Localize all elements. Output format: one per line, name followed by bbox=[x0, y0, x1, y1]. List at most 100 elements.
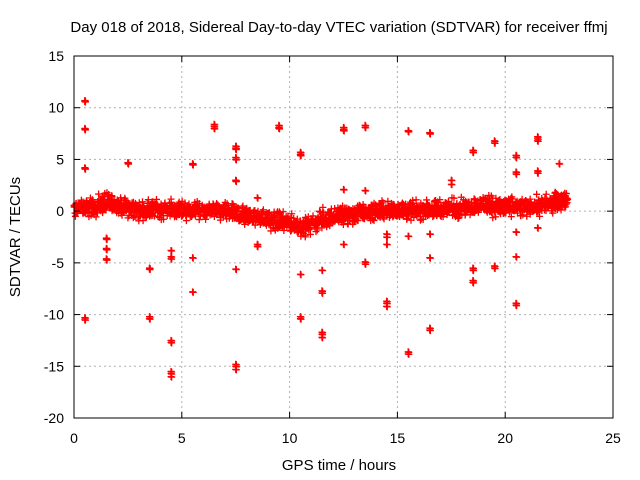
data-point bbox=[297, 271, 305, 279]
y-tick-label: -20 bbox=[44, 410, 64, 426]
data-point bbox=[470, 195, 478, 203]
data-point bbox=[412, 196, 420, 204]
y-axis-label: SDTVAR / TECUs bbox=[7, 177, 24, 297]
data-point bbox=[549, 209, 557, 217]
x-axis-ticks: 0 5 10 15 20 25 bbox=[70, 56, 621, 446]
plot-frame bbox=[73, 55, 614, 419]
data-point bbox=[426, 254, 434, 262]
data-point bbox=[152, 195, 160, 203]
x-tick-label: 15 bbox=[390, 430, 406, 446]
data-point bbox=[254, 243, 262, 251]
data-point bbox=[556, 160, 564, 168]
data-point bbox=[534, 137, 542, 145]
data-point bbox=[405, 232, 413, 240]
data-point bbox=[340, 127, 348, 135]
data-point bbox=[448, 181, 456, 189]
data-point bbox=[103, 246, 111, 254]
data-point bbox=[491, 265, 499, 273]
data-point bbox=[526, 195, 534, 203]
data-point bbox=[81, 165, 89, 173]
data-point bbox=[168, 255, 176, 263]
data-point bbox=[202, 215, 210, 223]
data-point bbox=[259, 206, 267, 214]
data-point bbox=[319, 203, 327, 211]
data-point bbox=[492, 213, 500, 221]
y-tick-label: -5 bbox=[52, 255, 65, 271]
data-point bbox=[405, 350, 413, 358]
data-point bbox=[288, 210, 296, 218]
data-point bbox=[513, 302, 521, 310]
chart-title: Day 018 of 2018, Sidereal Day-to-day VTE… bbox=[70, 19, 607, 36]
data-point bbox=[306, 224, 314, 232]
data-point bbox=[319, 267, 327, 275]
data-point bbox=[232, 366, 240, 374]
data-point bbox=[81, 316, 89, 324]
grid-lines bbox=[74, 56, 613, 418]
data-point bbox=[168, 339, 176, 347]
data-point bbox=[362, 187, 370, 195]
data-point bbox=[354, 217, 362, 225]
data-point bbox=[507, 194, 515, 202]
data-point bbox=[81, 98, 89, 106]
data-point bbox=[92, 213, 100, 221]
data-point bbox=[167, 195, 175, 203]
data-point bbox=[189, 161, 197, 169]
data-point bbox=[513, 228, 521, 236]
data-point bbox=[146, 315, 154, 323]
data-point bbox=[195, 216, 203, 224]
data-point bbox=[297, 315, 305, 323]
data-point bbox=[470, 149, 478, 157]
data-point bbox=[436, 196, 444, 204]
data-point bbox=[103, 256, 111, 264]
y-tick-label: -15 bbox=[44, 358, 64, 374]
data-point bbox=[211, 125, 219, 133]
data-point bbox=[470, 279, 478, 287]
data-point bbox=[103, 236, 111, 244]
data-point bbox=[534, 224, 542, 232]
y-axis-ticks: -20 -15 -10 -5 0 5 10 15 bbox=[44, 48, 613, 426]
x-tick-label: 20 bbox=[497, 430, 513, 446]
data-point bbox=[312, 228, 320, 236]
data-point bbox=[81, 126, 89, 134]
data-point bbox=[383, 234, 391, 242]
data-point bbox=[424, 200, 432, 208]
data-point bbox=[536, 212, 544, 220]
data-point bbox=[297, 152, 305, 160]
data-point bbox=[491, 139, 499, 147]
data-point bbox=[301, 231, 309, 239]
data-point bbox=[232, 266, 240, 274]
y-tick-label: 5 bbox=[56, 151, 64, 167]
data-point bbox=[340, 186, 348, 194]
data-point bbox=[470, 267, 478, 275]
data-point bbox=[232, 178, 240, 186]
data-point bbox=[450, 194, 458, 202]
data-point bbox=[275, 125, 283, 133]
data-point bbox=[135, 199, 143, 207]
data-point bbox=[189, 288, 197, 296]
data-point bbox=[160, 215, 168, 223]
data-point bbox=[426, 130, 434, 138]
data-point bbox=[340, 241, 348, 249]
data-point bbox=[125, 160, 133, 168]
data-point bbox=[562, 190, 570, 198]
data-point bbox=[564, 196, 572, 204]
data-point bbox=[513, 154, 521, 162]
data-point bbox=[429, 213, 437, 221]
data-point bbox=[423, 196, 431, 204]
x-tick-label: 0 bbox=[70, 430, 78, 446]
data-point bbox=[519, 211, 527, 219]
data-point bbox=[426, 327, 434, 335]
x-tick-label: 25 bbox=[605, 430, 621, 446]
y-tick-label: -10 bbox=[44, 307, 64, 323]
x-tick-label: 5 bbox=[178, 430, 186, 446]
data-point bbox=[533, 190, 541, 198]
data-point bbox=[144, 196, 152, 204]
data-point bbox=[383, 241, 391, 249]
data-point bbox=[362, 124, 370, 132]
data-point bbox=[316, 207, 324, 215]
data-points bbox=[70, 96, 572, 381]
data-point bbox=[508, 195, 516, 203]
data-point bbox=[426, 230, 434, 238]
data-point bbox=[370, 216, 378, 224]
